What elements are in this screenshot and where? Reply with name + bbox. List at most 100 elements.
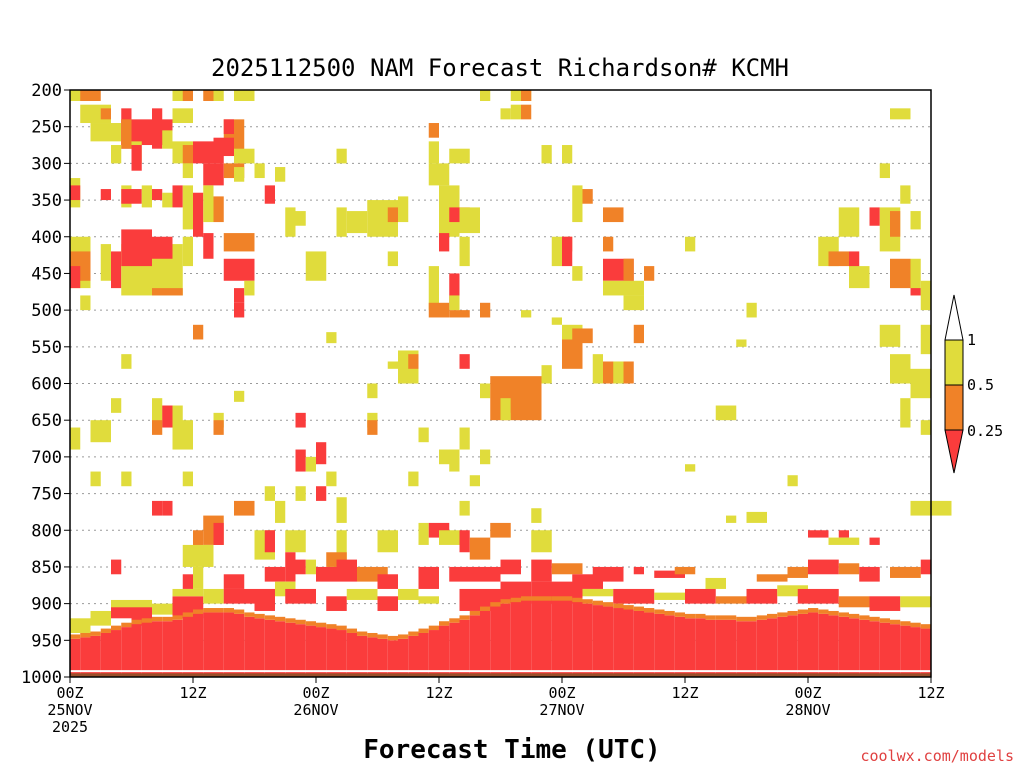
boundary-layer-cell [316,627,327,677]
ri-cell [603,236,614,252]
ri-cell [234,90,255,102]
boundary-layer-cell [551,600,562,677]
ri-cell [121,229,152,267]
boundary-layer-edge [80,632,91,638]
boundary-layer-cell [879,622,890,677]
boundary-layer-edge [469,610,480,616]
boundary-layer-edge [500,599,511,604]
y-tick-label: 700 [31,448,62,468]
boundary-layer-edge [890,619,901,625]
ri-cell [100,108,111,120]
ri-cell [449,273,460,311]
boundary-layer-cell [121,627,132,677]
boundary-layer-cell [357,635,368,677]
ri-cell [531,559,552,582]
ri-cell [418,566,439,589]
boundary-layer-cell [592,605,603,677]
ri-cell [428,123,439,138]
ri-cell [756,574,788,582]
boundary-layer-edge [572,597,583,603]
boundary-layer-cell [777,616,788,677]
ri-cell [900,398,911,428]
ri-cell [459,427,470,450]
ri-cell [541,365,552,384]
ri-cell [551,317,562,325]
ri-cell [449,148,470,164]
boundary-layer-cell [664,615,675,677]
ri-cell [234,390,245,402]
boundary-layer-edge [726,615,737,620]
boundary-layer-cell [264,619,275,677]
ri-cell [90,420,111,443]
ri-cell [234,167,245,182]
ri-cell [469,537,491,560]
ri-cell [80,295,91,311]
ri-cell [203,588,224,604]
boundary-layer-edge [162,616,173,622]
ri-cell [387,207,398,223]
ri-cell [480,90,491,102]
boundary-layer-edge [100,628,111,633]
ri-cell [510,104,521,120]
x-tick-label: 00Z [56,684,83,702]
ri-cell [449,566,501,582]
y-tick-label: 350 [31,191,62,211]
ri-cell [182,544,214,567]
ri-cell [305,559,316,575]
boundary-layer-edge [459,615,470,620]
ri-cell [613,588,655,604]
ri-cell [890,566,921,578]
boundary-layer-edge [295,619,306,625]
chart-title: 2025112500 NAM Forecast Richardson# KCMH [211,54,789,82]
boundary-layer-edge [131,619,142,625]
ri-cell [182,145,193,164]
y-tick-label: 250 [31,118,62,138]
ri-cell [603,207,624,223]
x-tick-label: 00Z [794,684,821,702]
ri-cell [326,596,347,611]
boundary-layer-cell [623,609,634,677]
ri-cell [100,244,111,281]
ri-cell [838,563,860,575]
ri-cell [428,302,450,318]
boundary-layer-cell [408,635,419,677]
ri-cell [808,559,839,575]
boundary-layer-edge [111,625,122,631]
ri-cell [592,566,624,582]
ri-cell [900,185,911,204]
ri-cell [234,148,255,164]
y-tick-label: 550 [31,338,62,358]
ri-cell [141,185,152,208]
y-tick-label: 600 [31,375,62,395]
ri-cell [111,559,122,575]
ri-cell [787,475,798,487]
ri-cell [562,145,573,164]
ri-cell [521,90,532,102]
ri-cell [152,189,163,201]
ri-cell [910,258,921,296]
ri-cell [70,427,81,450]
boundary-layer-cell [131,624,142,677]
ri-cell [879,163,890,179]
ri-cell [910,288,921,296]
boundary-layer-cell [90,635,101,677]
x-tick-label: 12Z [179,684,206,702]
boundary-layer-edge [182,612,193,617]
boundary-layer-cell [213,612,224,677]
boundary-layer-cell [346,632,357,677]
boundary-layer-edge [808,608,819,613]
boundary-layer-cell [920,628,931,677]
boundary-layer-edge [357,631,368,636]
ri-cell [326,332,337,344]
ri-cell [633,566,644,575]
boundary-layer-cell [418,632,429,677]
boundary-layer-cell [859,619,870,677]
ri-cell [264,185,275,204]
boundary-layer-edge [838,612,849,617]
ri-cell [890,108,911,120]
boundary-layer-edge [387,635,398,641]
boundary-layer-cell [787,615,798,677]
y-tick-label: 650 [31,411,62,431]
boundary-layer-cell [254,618,265,677]
